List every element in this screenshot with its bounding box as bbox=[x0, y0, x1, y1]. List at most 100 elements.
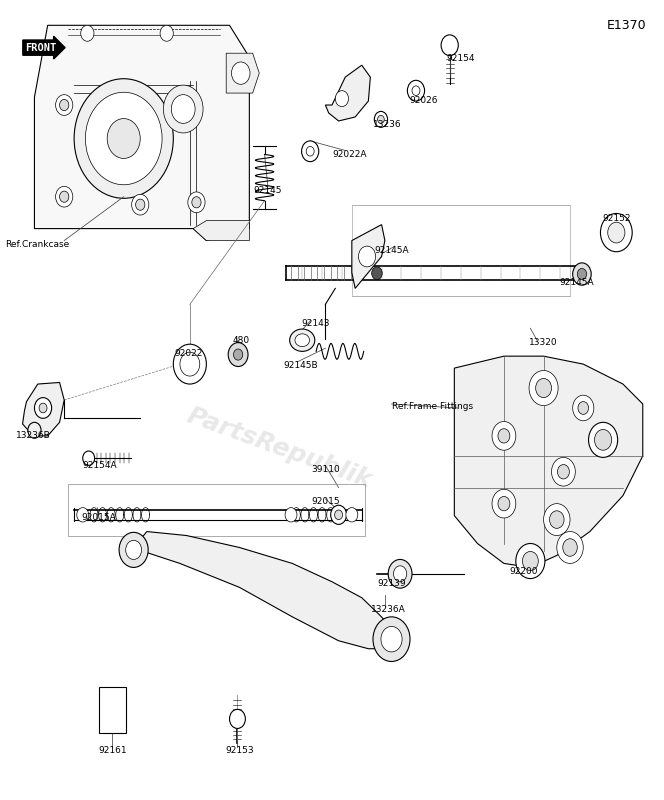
Text: 92145: 92145 bbox=[254, 186, 282, 195]
Polygon shape bbox=[352, 225, 385, 288]
Circle shape bbox=[56, 186, 73, 207]
Circle shape bbox=[335, 510, 343, 519]
Text: 92015: 92015 bbox=[311, 497, 340, 506]
Text: 92143: 92143 bbox=[301, 319, 330, 328]
Circle shape bbox=[558, 465, 569, 479]
Polygon shape bbox=[454, 356, 643, 567]
Circle shape bbox=[180, 352, 200, 376]
Circle shape bbox=[578, 402, 588, 414]
Circle shape bbox=[234, 349, 243, 360]
Text: 39110: 39110 bbox=[311, 465, 340, 474]
Circle shape bbox=[394, 566, 407, 582]
Circle shape bbox=[544, 504, 570, 535]
Text: 92153: 92153 bbox=[225, 746, 254, 755]
Circle shape bbox=[86, 92, 162, 185]
Circle shape bbox=[306, 146, 314, 156]
Circle shape bbox=[552, 458, 575, 486]
Circle shape bbox=[83, 451, 95, 466]
Circle shape bbox=[107, 118, 140, 158]
Text: 92154A: 92154A bbox=[82, 461, 117, 470]
Circle shape bbox=[412, 86, 420, 95]
Polygon shape bbox=[23, 382, 64, 436]
Circle shape bbox=[536, 378, 552, 398]
Text: 13236: 13236 bbox=[373, 121, 401, 130]
Circle shape bbox=[56, 94, 73, 115]
Text: Ref.Frame Fittings: Ref.Frame Fittings bbox=[392, 402, 473, 411]
Circle shape bbox=[301, 141, 319, 162]
Circle shape bbox=[28, 422, 41, 438]
Circle shape bbox=[77, 508, 89, 522]
Text: 92145A: 92145A bbox=[374, 246, 409, 254]
Circle shape bbox=[160, 26, 173, 42]
Circle shape bbox=[381, 626, 402, 652]
Circle shape bbox=[335, 90, 349, 106]
Circle shape bbox=[550, 511, 564, 528]
Polygon shape bbox=[35, 26, 250, 241]
Circle shape bbox=[600, 214, 632, 252]
Circle shape bbox=[523, 551, 539, 570]
Circle shape bbox=[331, 506, 347, 524]
Text: 480: 480 bbox=[232, 336, 249, 345]
Circle shape bbox=[374, 111, 388, 127]
Polygon shape bbox=[226, 54, 259, 93]
Text: 92015A: 92015A bbox=[82, 513, 117, 522]
Circle shape bbox=[230, 710, 246, 729]
Text: PartsRepublik: PartsRepublik bbox=[183, 403, 375, 493]
Ellipse shape bbox=[295, 334, 309, 346]
Circle shape bbox=[39, 403, 47, 413]
Circle shape bbox=[492, 490, 516, 518]
Circle shape bbox=[572, 263, 591, 286]
Circle shape bbox=[373, 617, 410, 662]
Text: 92154: 92154 bbox=[447, 54, 475, 63]
Circle shape bbox=[60, 99, 69, 110]
Bar bbox=[99, 687, 125, 734]
Circle shape bbox=[608, 222, 625, 243]
Text: 13320: 13320 bbox=[529, 338, 558, 347]
Circle shape bbox=[173, 344, 207, 384]
Text: Ref.Crankcase: Ref.Crankcase bbox=[5, 240, 69, 249]
Text: 92145B: 92145B bbox=[284, 362, 318, 370]
Text: 92145A: 92145A bbox=[559, 278, 594, 286]
Text: 92161: 92161 bbox=[98, 746, 127, 755]
Circle shape bbox=[285, 508, 297, 522]
Circle shape bbox=[359, 246, 376, 267]
Circle shape bbox=[529, 370, 558, 406]
Circle shape bbox=[408, 80, 424, 101]
Circle shape bbox=[228, 342, 248, 366]
Polygon shape bbox=[130, 531, 395, 649]
Circle shape bbox=[192, 197, 201, 208]
Text: 92022: 92022 bbox=[175, 350, 203, 358]
Circle shape bbox=[163, 85, 203, 133]
Circle shape bbox=[388, 559, 412, 588]
Circle shape bbox=[588, 422, 618, 458]
Circle shape bbox=[125, 540, 141, 559]
Circle shape bbox=[557, 531, 583, 563]
Circle shape bbox=[35, 398, 52, 418]
Circle shape bbox=[346, 508, 358, 522]
Circle shape bbox=[119, 532, 148, 567]
Text: 92022A: 92022A bbox=[333, 150, 367, 159]
Text: 92026: 92026 bbox=[409, 96, 438, 105]
Bar bbox=[68, 484, 365, 535]
Text: E1370: E1370 bbox=[606, 19, 646, 32]
Circle shape bbox=[131, 194, 149, 215]
Circle shape bbox=[171, 94, 195, 123]
Circle shape bbox=[188, 192, 205, 213]
Circle shape bbox=[498, 497, 510, 511]
Circle shape bbox=[372, 267, 382, 280]
Text: 92200: 92200 bbox=[509, 567, 538, 576]
Circle shape bbox=[60, 191, 69, 202]
Text: 92139: 92139 bbox=[377, 579, 406, 588]
Circle shape bbox=[498, 429, 510, 443]
Circle shape bbox=[577, 269, 586, 280]
Circle shape bbox=[594, 430, 612, 450]
Circle shape bbox=[81, 26, 94, 42]
Text: 13236B: 13236B bbox=[16, 431, 50, 440]
Text: 13236A: 13236A bbox=[371, 605, 406, 614]
Polygon shape bbox=[325, 65, 371, 121]
Text: FRONT: FRONT bbox=[25, 42, 56, 53]
Circle shape bbox=[232, 62, 250, 84]
Circle shape bbox=[378, 115, 384, 123]
Circle shape bbox=[135, 199, 145, 210]
Text: 92152: 92152 bbox=[602, 214, 631, 222]
